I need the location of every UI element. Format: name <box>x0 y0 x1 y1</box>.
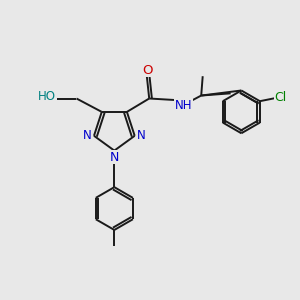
Text: Cl: Cl <box>274 91 287 104</box>
Text: N: N <box>110 151 119 164</box>
Text: N: N <box>137 129 146 142</box>
Text: HO: HO <box>38 90 56 103</box>
Text: O: O <box>142 64 153 77</box>
Text: NH: NH <box>175 99 192 112</box>
Text: N: N <box>83 129 92 142</box>
